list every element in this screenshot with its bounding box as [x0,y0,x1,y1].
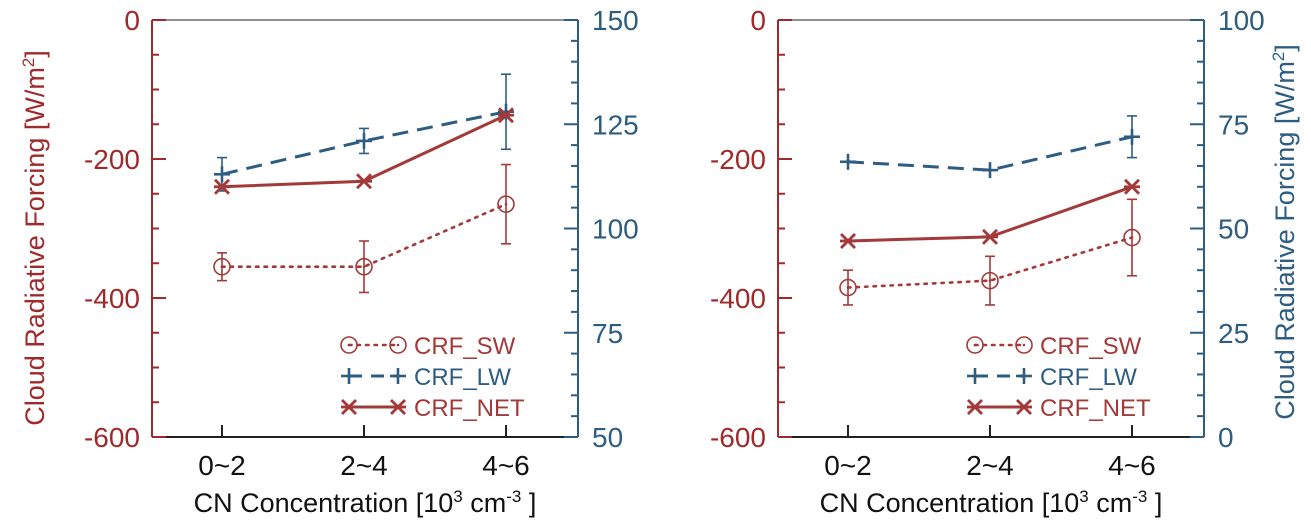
y-axis-label-left: Cloud Radiative Forcing [W/m2] [19,50,50,426]
left-tick-label: 0 [124,5,140,36]
right-tick-label: 100 [1218,5,1265,36]
legend-label: CRF_SW [414,333,516,360]
right-tick-label: 50 [592,422,623,453]
circle-marker-dot [1130,236,1134,239]
legend-label: CRF_NET [1040,395,1151,422]
series-line [846,236,1134,289]
circle-marker-dot [846,286,850,289]
x-label-sup: -3 [506,487,521,506]
circle-marker [213,257,231,276]
left-tick-label: -600 [84,422,140,453]
x-tick-label: 4~6 [1108,450,1156,481]
x-tick-label: 2~4 [340,450,388,481]
x-tick-label: 0~2 [198,450,246,481]
right-tick-label: 125 [592,109,639,140]
circle-marker-dot [347,343,351,347]
right-tick-label: 50 [1218,214,1249,245]
x-label-part: cm [1089,488,1133,518]
x-label-part: ] [521,488,536,518]
y-label-part: ] [20,50,50,58]
legend-label: CRF_LW [1040,364,1137,391]
series-line [847,185,1133,243]
circle-marker-dot [362,265,366,269]
left-tick-label: -200 [84,144,140,175]
y-label-part: ] [1270,44,1300,52]
y-label-sup: 2 [19,58,38,67]
circle-marker [389,336,407,354]
circle-marker [340,336,358,354]
left-tick-label: -400 [84,283,140,314]
circle-marker [355,257,373,276]
x-tick-label: 4~6 [482,450,530,481]
circle-marker [497,195,515,213]
right-tick-label: 75 [592,318,623,349]
circle-marker [981,271,999,290]
x-label-part: cm [463,488,507,518]
x-tick-label: 0~2 [824,450,872,481]
circle-marker-dot [396,343,400,347]
x-label-sup: 3 [453,487,462,506]
x-label-part: CN Concentration [10 [194,488,454,518]
left-tick-label: -600 [710,422,766,453]
x-axis-label: CN Concentration [103 cm-3 ] [820,487,1163,518]
series-line [847,135,1133,172]
x-tick-label: 2~4 [966,450,1014,481]
x-label-sup: 3 [1079,487,1088,506]
legend-label: CRF_LW [414,364,511,391]
series-crf-net [840,178,1140,249]
legend: CRF_SW CRF_LW CRF_NET [966,333,1151,422]
left-tick-label: -200 [710,144,766,175]
x-label-part: CN Concentration [10 [820,488,1080,518]
chart-panel-1: 0 -200 -400 -600 50 75 100 125 150 0~2 2~4 4~6 CRF_S… [84,5,639,518]
y-label-part: Cloud Radiative Forcing [W/m [20,67,50,426]
left-tick-label: -400 [710,283,766,314]
right-tick-label: 75 [1218,109,1249,140]
right-tick-label: 0 [1218,422,1234,453]
x-label-part: ] [1147,488,1162,518]
right-tick-label: 25 [1218,318,1249,349]
circle-marker [966,336,984,354]
series-crf-sw [213,163,515,294]
x-label-sup: -3 [1132,487,1147,506]
legend: CRF_SW CRF_LW CRF_NET [340,333,525,422]
circle-marker-dot [973,343,977,347]
x-axis-label: CN Concentration [103 cm-3 ] [194,487,537,518]
legend-label: CRF_NET [414,395,525,422]
y-label-part: Cloud Radiative Forcing [W/m [1270,61,1300,420]
y-label-sup: 2 [1269,52,1288,61]
circle-marker [1015,336,1033,354]
circle-marker [839,278,857,297]
left-tick-label: 0 [750,5,766,36]
circle-marker-dot [988,279,992,282]
y-axis-label-right: Cloud Radiative Forcing [W/m2] [1269,44,1300,420]
legend-label: CRF_SW [1040,333,1142,360]
circle-marker-dot [504,202,508,206]
series-crf-lw [840,115,1140,179]
series-crf-net [214,107,514,195]
circle-marker-dot [1022,343,1026,347]
circle-marker [1123,228,1141,247]
right-tick-label: 100 [592,214,639,245]
circle-marker-dot [220,265,224,269]
right-tick-label: 150 [592,5,639,36]
series-line [220,202,508,269]
series-crf-sw [839,198,1141,306]
